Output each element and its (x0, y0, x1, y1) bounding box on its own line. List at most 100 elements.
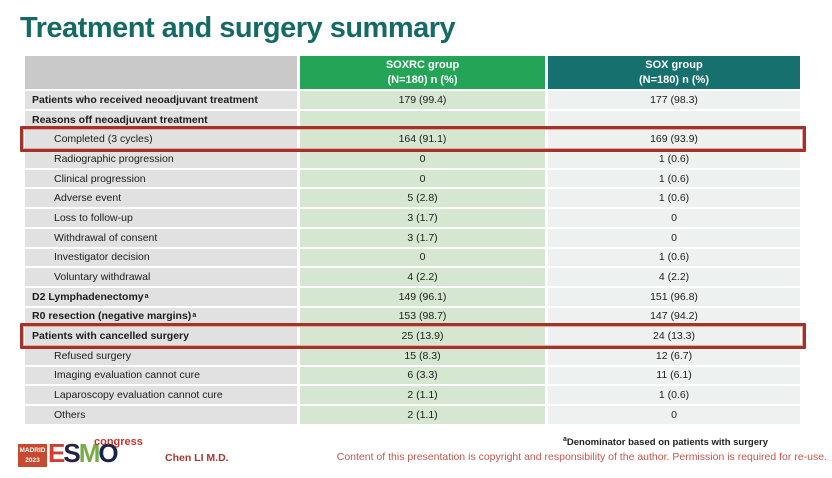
row-label-cell: R0 resection (negative margins) a (25, 307, 297, 326)
esmo-letters: ESMO (48, 438, 119, 468)
header-soxrc-group: SOXRC group (N=180) n (%) (300, 56, 545, 89)
soxrc-value-cell: 179 (99.4) (300, 91, 545, 109)
sox-value-cell: 24 (13.3) (548, 327, 800, 345)
row-label-cell: Radiographic progression (25, 150, 297, 168)
soxrc-group-name: SOXRC group (385, 59, 460, 72)
table-row: Adverse event 5 (2.8) 1 (0.6) (25, 189, 803, 208)
table-row: Clinical progression 0 1 (0.6) (25, 169, 803, 188)
sox-value-cell: 0 (548, 406, 800, 424)
soxrc-value-cell: 3 (1.7) (300, 209, 545, 227)
row-label: Laparoscopy evaluation cannot cure (54, 389, 223, 402)
table-row: Completed (3 cycles) 164 (91.1) 169 (93.… (25, 130, 803, 149)
sox-value-cell: 1 (0.6) (548, 386, 800, 404)
soxrc-value-cell: 0 (300, 150, 545, 168)
row-label: Radiographic progression (54, 152, 174, 165)
row-label: Voluntary withdrawal (54, 271, 151, 284)
sox-value-cell: 1 (0.6) (548, 150, 800, 168)
footnote-superscript: a (562, 436, 567, 443)
page-title: Treatment and surgery summary (20, 12, 456, 44)
row-label: Adverse event (54, 192, 122, 205)
soxrc-value-cell: 4 (2.2) (300, 268, 545, 286)
sox-value-cell: 0 (548, 209, 800, 227)
row-label-cell: Withdrawal of consent (25, 228, 297, 247)
row-label: Loss to follow-up (54, 211, 133, 224)
row-label: R0 resection (negative margins) (32, 310, 192, 323)
soxrc-value-cell: 149 (96.1) (300, 287, 545, 306)
table-row: Investigator decision 0 1 (0.6) (25, 248, 803, 267)
author-name: Chen LI M.D. (165, 452, 229, 464)
row-label: Others (54, 408, 86, 421)
row-label-cell: Laparoscopy evaluation cannot cure (25, 386, 297, 404)
table-row: Radiographic progression 0 1 (0.6) (25, 150, 803, 168)
header-sox-group: SOX group (N=180) n (%) (548, 56, 800, 89)
esmo-congress-logo: MADRID 2023 ESMO congress (18, 436, 158, 472)
copyright-notice: Content of this presentation is copyrigh… (336, 451, 827, 463)
row-label-cell: Completed (3 cycles) (25, 130, 297, 149)
table-row: Voluntary withdrawal 4 (2.2) 4 (2.2) (25, 268, 803, 286)
sox-group-n: (N=180) n (%) (639, 73, 709, 86)
row-label-cell: Investigator decision (25, 248, 297, 267)
sox-value-cell: 12 (6.7) (548, 346, 800, 365)
sox-value-cell: 1 (0.6) (548, 169, 800, 188)
soxrc-value-cell: 5 (2.8) (300, 189, 545, 208)
row-label: Investigator decision (54, 251, 150, 264)
row-label-cell: Clinical progression (25, 169, 297, 188)
row-label: Refused surgery (54, 349, 132, 362)
sox-value-cell: 11 (6.1) (548, 366, 800, 385)
table-header-row: SOXRC group (N=180) n (%) SOX group (N=1… (25, 56, 803, 89)
table-row: Refused surgery 15 (8.3) 12 (6.7) (25, 346, 803, 365)
row-label: Clinical progression (54, 172, 146, 185)
sox-value-cell: 1 (0.6) (548, 189, 800, 208)
soxrc-value-cell: 153 (98.7) (300, 307, 545, 326)
row-label-cell: D2 Lymphadenectomy a (25, 287, 297, 306)
soxrc-value-cell: 15 (8.3) (300, 346, 545, 365)
table-row: Withdrawal of consent 3 (1.7) 0 (25, 228, 803, 247)
table-body: Patients who received neoadjuvant treatm… (25, 91, 803, 424)
table-row: Others 2 (1.1) 0 (25, 406, 803, 424)
soxrc-value-cell (300, 110, 545, 129)
row-label: Patients with cancelled surgery (32, 330, 189, 343)
sox-value-cell: 169 (93.9) (548, 130, 800, 149)
table-row: Patients who received neoadjuvant treatm… (25, 91, 803, 109)
soxrc-value-cell: 3 (1.7) (300, 228, 545, 247)
table-row: D2 Lymphadenectomy a 149 (96.1) 151 (96.8… (25, 287, 803, 306)
footnote-text: Denominator based on patients with surge… (566, 437, 768, 449)
table-row: Laparoscopy evaluation cannot cure 2 (1.… (25, 386, 803, 404)
row-label-cell: Adverse event (25, 189, 297, 208)
row-label-cell: Others (25, 406, 297, 424)
row-label: Withdrawal of consent (54, 231, 158, 244)
row-label: D2 Lymphadenectomy (32, 290, 144, 303)
logo-year: 2023 (25, 456, 40, 464)
sox-value-cell: 147 (94.2) (548, 307, 800, 326)
soxrc-value-cell: 25 (13.9) (300, 327, 545, 345)
sox-value-cell: 177 (98.3) (548, 91, 800, 109)
table-row: Patients with cancelled surgery 25 (13.9… (25, 327, 803, 345)
soxrc-value-cell: 6 (3.3) (300, 366, 545, 385)
sox-value-cell: 4 (2.2) (548, 268, 800, 286)
sox-group-name: SOX group (645, 59, 703, 72)
row-label-cell: Loss to follow-up (25, 209, 297, 227)
row-label-cell: Voluntary withdrawal (25, 268, 297, 286)
table-row: R0 resection (negative margins) a 153 (98… (25, 307, 803, 326)
soxrc-value-cell: 0 (300, 248, 545, 267)
row-label-cell: Refused surgery (25, 346, 297, 365)
table-row: Loss to follow-up 3 (1.7) 0 (25, 209, 803, 227)
madrid-2023-badge: MADRID 2023 (18, 444, 47, 467)
soxrc-value-cell: 2 (1.1) (300, 386, 545, 404)
row-label-cell: Patients who received neoadjuvant treatm… (25, 91, 297, 109)
sox-value-cell: 0 (548, 228, 800, 247)
congress-label: congress (94, 436, 143, 448)
soxrc-value-cell: 0 (300, 169, 545, 188)
table-row: Imaging evaluation cannot cure 6 (3.3) 1… (25, 366, 803, 385)
soxrc-group-n: (N=180) n (%) (387, 73, 458, 86)
sox-value-cell: 1 (0.6) (548, 248, 800, 267)
row-label-cell: Patients with cancelled surgery (25, 327, 297, 345)
summary-table: SOXRC group (N=180) n (%) SOX group (N=1… (20, 56, 806, 424)
table-footnote: aDenominator based on patients with surg… (563, 436, 768, 448)
table-row: Reasons off neoadjuvant treatment (25, 110, 803, 129)
sox-value-cell (548, 110, 800, 129)
header-empty-cell (25, 56, 297, 89)
logo-city: MADRID (19, 447, 46, 455)
row-label-cell: Reasons off neoadjuvant treatment (25, 110, 297, 129)
